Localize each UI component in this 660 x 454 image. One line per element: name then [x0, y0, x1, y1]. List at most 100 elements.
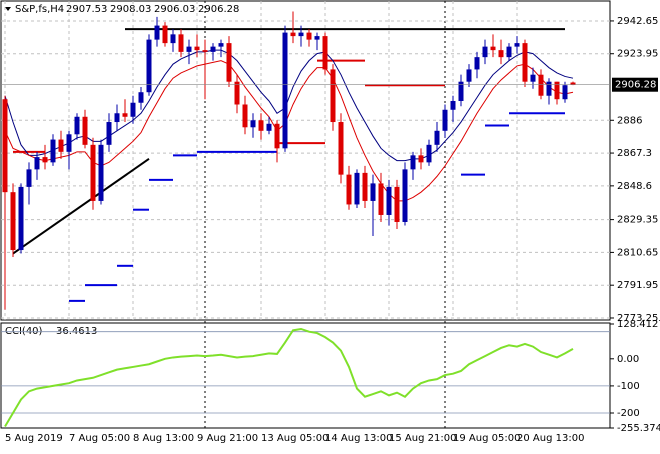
candle-body — [242, 104, 248, 128]
y-tick-label: 2773.25 — [617, 313, 658, 324]
ohlc-high: 2908.03 — [110, 4, 151, 15]
candle-body — [546, 81, 552, 96]
price-label-bg — [612, 77, 658, 92]
x-tick-label: 7 Aug 05:00 — [69, 433, 130, 444]
candle-body — [514, 43, 520, 47]
candle-body — [362, 172, 368, 201]
candle-body — [354, 172, 360, 205]
header: S&P,fs,H4 2907.53 2908.03 2906.03 2906.2… — [15, 4, 239, 15]
x-tick-label: 13 Aug 05:00 — [261, 433, 328, 444]
candle-body — [186, 46, 192, 52]
candle-body — [386, 186, 392, 215]
candle-body — [530, 74, 536, 82]
candle-body — [202, 50, 208, 52]
candle-body — [506, 46, 512, 58]
candle-body — [34, 157, 40, 170]
candle-body — [554, 81, 560, 100]
y-tick-label: 2942.65 — [617, 16, 658, 27]
x-tick-label: 9 Aug 21:00 — [197, 433, 258, 444]
candle-body — [162, 25, 168, 44]
x-tick-label: 5 Aug 2019 — [5, 433, 63, 444]
candle-body — [258, 120, 264, 131]
candle-body — [106, 122, 112, 145]
candle-body — [290, 32, 296, 37]
candle-body — [330, 69, 336, 123]
x-tick-label: 8 Aug 13:00 — [133, 433, 194, 444]
candle-body — [522, 43, 528, 82]
candle-body — [498, 50, 504, 58]
y-tick-label: -200 — [617, 408, 640, 419]
candle-body — [570, 82, 576, 85]
candle-body — [170, 34, 176, 44]
symbol: S&P,fs,H4 — [15, 4, 64, 15]
y-tick-label: -100 — [617, 381, 640, 392]
candle-body — [266, 123, 272, 131]
y-tick-label: 2829.35 — [617, 215, 658, 226]
cci-line — [4, 327, 574, 428]
moving-average — [4, 49, 574, 162]
candle-body — [130, 102, 136, 117]
candle-body — [466, 69, 472, 82]
y-tick-label: 2791.95 — [617, 280, 658, 291]
candle-body — [394, 186, 400, 222]
price-pane-frame — [0, 0, 611, 321]
y-tick-label: 2848.6 — [617, 181, 652, 192]
candle-body — [434, 130, 440, 145]
candle-body — [218, 43, 224, 47]
y-tick-label: 0.00 — [617, 354, 639, 365]
x-tick-label: 20 Aug 13:00 — [517, 433, 584, 444]
y-tick-label: 2867.3 — [617, 148, 652, 159]
ohlc-open: 2907.53 — [66, 4, 107, 15]
candle-body — [74, 116, 80, 135]
y-tick-label: -255.3744 — [617, 423, 660, 434]
candle-body — [482, 46, 488, 58]
candle-body — [418, 155, 424, 163]
candle-body — [210, 46, 216, 52]
candle-body — [18, 186, 24, 251]
y-tick-label: 2886 — [617, 115, 642, 126]
candle-body — [138, 92, 144, 103]
candle-body — [234, 81, 240, 105]
y-tick-label: 2923.95 — [617, 49, 658, 60]
candle-body — [410, 155, 416, 170]
candle-body — [306, 32, 312, 40]
candle-body — [490, 46, 496, 51]
candle-body — [538, 74, 544, 96]
candle-body — [322, 36, 328, 70]
candle-body — [194, 46, 200, 51]
candle-body — [282, 32, 288, 149]
candle-body — [250, 120, 256, 128]
ohlc-close: 2906.28 — [198, 4, 239, 15]
candle-body — [50, 139, 56, 163]
candle-body — [2, 99, 8, 193]
candle-body — [10, 192, 16, 251]
candle-body — [346, 174, 352, 205]
candle-body — [474, 57, 480, 70]
candle-body — [338, 122, 344, 175]
cci-pane-frame — [0, 322, 611, 429]
candle-body — [42, 157, 48, 163]
candle-body — [26, 169, 32, 187]
candle-body — [66, 134, 72, 152]
candle-body — [98, 144, 104, 201]
candle-body — [378, 183, 384, 215]
candle-body — [90, 144, 96, 201]
candle-body — [450, 100, 456, 110]
candle-body — [178, 34, 184, 52]
ohlc-low: 2906.03 — [154, 4, 195, 15]
candle-body — [458, 81, 464, 101]
candle-body — [562, 85, 568, 100]
trendline — [12, 158, 150, 255]
y-tick-label: 128.4127 — [617, 319, 660, 330]
candle-body — [442, 109, 448, 131]
candle-body — [314, 36, 320, 40]
candle-body — [82, 116, 88, 145]
candle-body — [146, 39, 152, 93]
candle-body — [298, 32, 304, 37]
candle-body — [58, 139, 64, 152]
candle-body — [122, 113, 128, 117]
x-tick-label: 14 Aug 13:00 — [325, 433, 392, 444]
menu-triangle[interactable] — [5, 7, 11, 11]
